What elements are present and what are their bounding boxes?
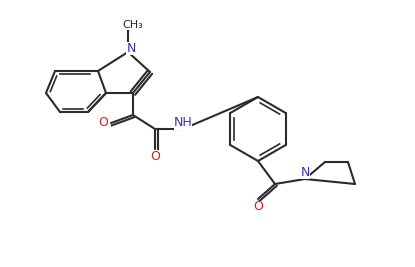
- Text: O: O: [253, 201, 263, 214]
- Text: N: N: [126, 41, 136, 54]
- Text: O: O: [98, 116, 108, 129]
- Text: NH: NH: [173, 116, 193, 129]
- Text: N: N: [300, 166, 310, 179]
- Text: O: O: [150, 151, 160, 163]
- Text: CH₃: CH₃: [122, 20, 143, 30]
